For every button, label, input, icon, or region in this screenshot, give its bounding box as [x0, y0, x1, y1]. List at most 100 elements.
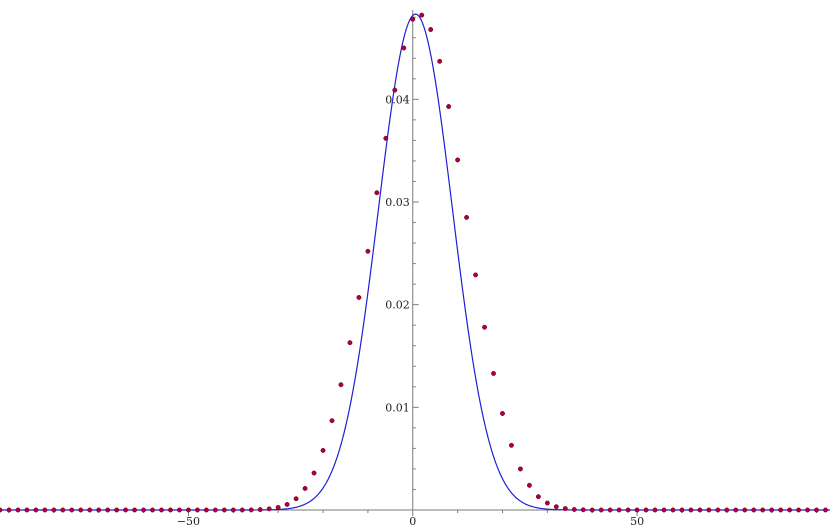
data-point — [347, 340, 353, 346]
data-point — [553, 504, 559, 510]
data-point — [517, 466, 523, 472]
data-point — [715, 507, 721, 513]
data-point — [311, 470, 317, 476]
data-point — [132, 507, 138, 513]
data-point — [284, 502, 290, 507]
data-point — [356, 295, 362, 300]
series — [0, 12, 830, 513]
data-point — [302, 485, 308, 491]
data-point — [24, 507, 30, 513]
data-point — [724, 507, 730, 513]
data-point — [338, 382, 344, 388]
data-point — [679, 507, 685, 513]
data-point — [194, 507, 200, 513]
data-point — [733, 507, 739, 513]
data-point — [320, 448, 326, 453]
data-point — [0, 507, 3, 513]
data-point — [105, 507, 111, 513]
data-point — [221, 507, 227, 513]
data-point — [760, 507, 766, 513]
data-point — [535, 494, 541, 500]
y-tick-label: 0.01 — [385, 401, 410, 414]
data-point — [473, 272, 479, 278]
data-point — [6, 507, 12, 513]
data-point — [51, 507, 57, 513]
data-point — [491, 371, 496, 376]
data-point — [42, 507, 48, 513]
data-point — [248, 507, 254, 513]
data-point — [203, 507, 209, 513]
data-point — [69, 507, 75, 513]
data-point — [437, 58, 443, 64]
data-point — [266, 506, 272, 512]
data-point — [150, 507, 155, 513]
data-point — [401, 45, 407, 51]
data-point — [114, 507, 120, 513]
x-tick-label: 50 — [630, 515, 644, 528]
data-point — [185, 507, 191, 513]
data-point — [706, 507, 712, 513]
data-point — [580, 507, 586, 513]
data-point — [141, 507, 147, 513]
gaussian-curve-line — [0, 13, 830, 511]
data-point — [159, 507, 164, 513]
data-point — [33, 507, 39, 513]
y-tick-label: 0.02 — [385, 299, 410, 312]
data-point — [751, 507, 757, 513]
data-point — [526, 482, 532, 488]
data-point — [374, 190, 380, 196]
data-point — [562, 506, 568, 512]
data-point — [742, 507, 748, 513]
data-point — [625, 507, 631, 513]
data-point — [805, 507, 811, 513]
data-point — [257, 507, 263, 513]
data-point — [670, 507, 676, 513]
data-point — [787, 507, 793, 513]
data-point — [778, 507, 784, 513]
data-point — [796, 507, 802, 513]
y-tick-label: 0.03 — [385, 196, 410, 209]
data-point — [500, 411, 505, 416]
data-point — [652, 507, 658, 513]
data-point — [383, 135, 389, 141]
data-point — [410, 16, 416, 22]
data-point — [392, 87, 398, 93]
axes — [0, 10, 830, 511]
data-point — [634, 507, 640, 513]
data-point — [464, 214, 470, 220]
data-point — [212, 507, 218, 513]
data-point — [697, 507, 703, 513]
data-point — [293, 496, 299, 502]
data-point — [589, 507, 595, 513]
data-point — [482, 324, 487, 330]
data-point — [643, 507, 649, 513]
data-point — [123, 507, 129, 513]
data-point — [616, 507, 622, 513]
data-point — [446, 104, 452, 109]
data-point — [168, 507, 173, 513]
data-point — [419, 12, 425, 18]
data-point — [96, 507, 102, 513]
data-point — [688, 507, 694, 513]
x-tick-label: 0 — [409, 515, 416, 528]
data-point — [365, 248, 371, 254]
data-point — [661, 507, 667, 513]
data-point — [87, 507, 93, 513]
data-point — [598, 507, 604, 513]
data-point — [814, 507, 819, 513]
data-point — [78, 507, 84, 513]
data-point — [329, 418, 335, 424]
ticks: −50 0 50 0.01 0.02 0.03 0.04 — [8, 16, 818, 528]
data-point — [239, 507, 245, 513]
data-point — [60, 507, 66, 513]
data-point — [769, 507, 775, 513]
y-tick-label: 0.04 — [385, 93, 410, 106]
data-point — [15, 507, 21, 513]
data-point — [607, 507, 613, 513]
x-tick-label: −50 — [177, 515, 200, 528]
data-point — [428, 27, 434, 32]
data-point — [230, 507, 236, 513]
data-point — [571, 507, 577, 512]
data-point — [455, 157, 461, 163]
